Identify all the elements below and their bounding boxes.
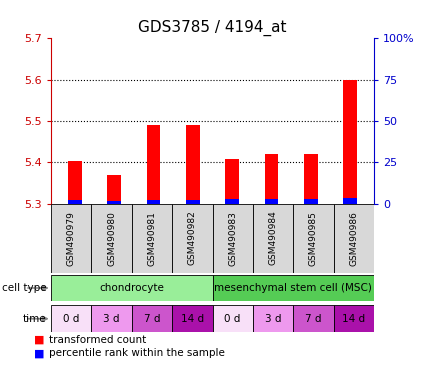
Bar xyxy=(304,199,318,204)
Text: 0 d: 0 d xyxy=(224,314,241,324)
Text: ■: ■ xyxy=(34,348,45,358)
Bar xyxy=(212,204,253,273)
Text: mesenchymal stem cell (MSC): mesenchymal stem cell (MSC) xyxy=(214,283,372,293)
Bar xyxy=(132,305,172,332)
Bar xyxy=(253,204,293,273)
Bar xyxy=(225,199,239,204)
Text: transformed count: transformed count xyxy=(49,335,146,345)
Text: time: time xyxy=(23,314,47,324)
Bar xyxy=(51,275,212,301)
Bar xyxy=(212,305,253,332)
Text: chondrocyte: chondrocyte xyxy=(99,283,164,293)
Text: GSM490986: GSM490986 xyxy=(349,211,358,265)
Title: GDS3785 / 4194_at: GDS3785 / 4194_at xyxy=(138,20,287,36)
Bar xyxy=(107,201,121,204)
Text: 7 d: 7 d xyxy=(305,314,322,324)
Bar xyxy=(107,175,121,204)
Bar xyxy=(68,200,82,204)
Text: 0 d: 0 d xyxy=(63,314,79,324)
Text: 3 d: 3 d xyxy=(103,314,120,324)
Bar xyxy=(212,275,374,301)
Bar xyxy=(334,305,374,332)
Bar xyxy=(51,204,91,273)
Bar xyxy=(343,198,357,204)
Text: 14 d: 14 d xyxy=(342,314,366,324)
Bar xyxy=(172,305,212,332)
Bar xyxy=(91,204,132,273)
Text: GSM490984: GSM490984 xyxy=(269,211,278,265)
Bar xyxy=(265,154,278,204)
Bar xyxy=(172,204,212,273)
Text: GSM490983: GSM490983 xyxy=(228,211,237,265)
Bar xyxy=(293,204,334,273)
Text: cell type: cell type xyxy=(2,283,47,293)
Text: 7 d: 7 d xyxy=(144,314,160,324)
Bar xyxy=(253,305,293,332)
Text: percentile rank within the sample: percentile rank within the sample xyxy=(49,348,225,358)
Text: GSM490982: GSM490982 xyxy=(188,211,197,265)
Bar xyxy=(334,204,374,273)
Text: GSM490981: GSM490981 xyxy=(147,211,156,265)
Text: GSM490985: GSM490985 xyxy=(309,211,318,265)
Bar xyxy=(343,80,357,204)
Text: 14 d: 14 d xyxy=(181,314,204,324)
Bar xyxy=(51,305,91,332)
Bar xyxy=(147,200,160,204)
Text: ■: ■ xyxy=(34,335,45,345)
Bar xyxy=(304,154,318,204)
Bar xyxy=(186,125,200,204)
Text: GSM490980: GSM490980 xyxy=(107,211,116,265)
Text: GSM490979: GSM490979 xyxy=(67,211,76,265)
Bar xyxy=(91,305,132,332)
Bar xyxy=(68,161,82,204)
Bar xyxy=(132,204,172,273)
Bar xyxy=(186,200,200,204)
Bar xyxy=(293,305,334,332)
Bar xyxy=(265,199,278,204)
Bar xyxy=(147,125,160,204)
Bar xyxy=(225,159,239,204)
Text: 3 d: 3 d xyxy=(265,314,281,324)
